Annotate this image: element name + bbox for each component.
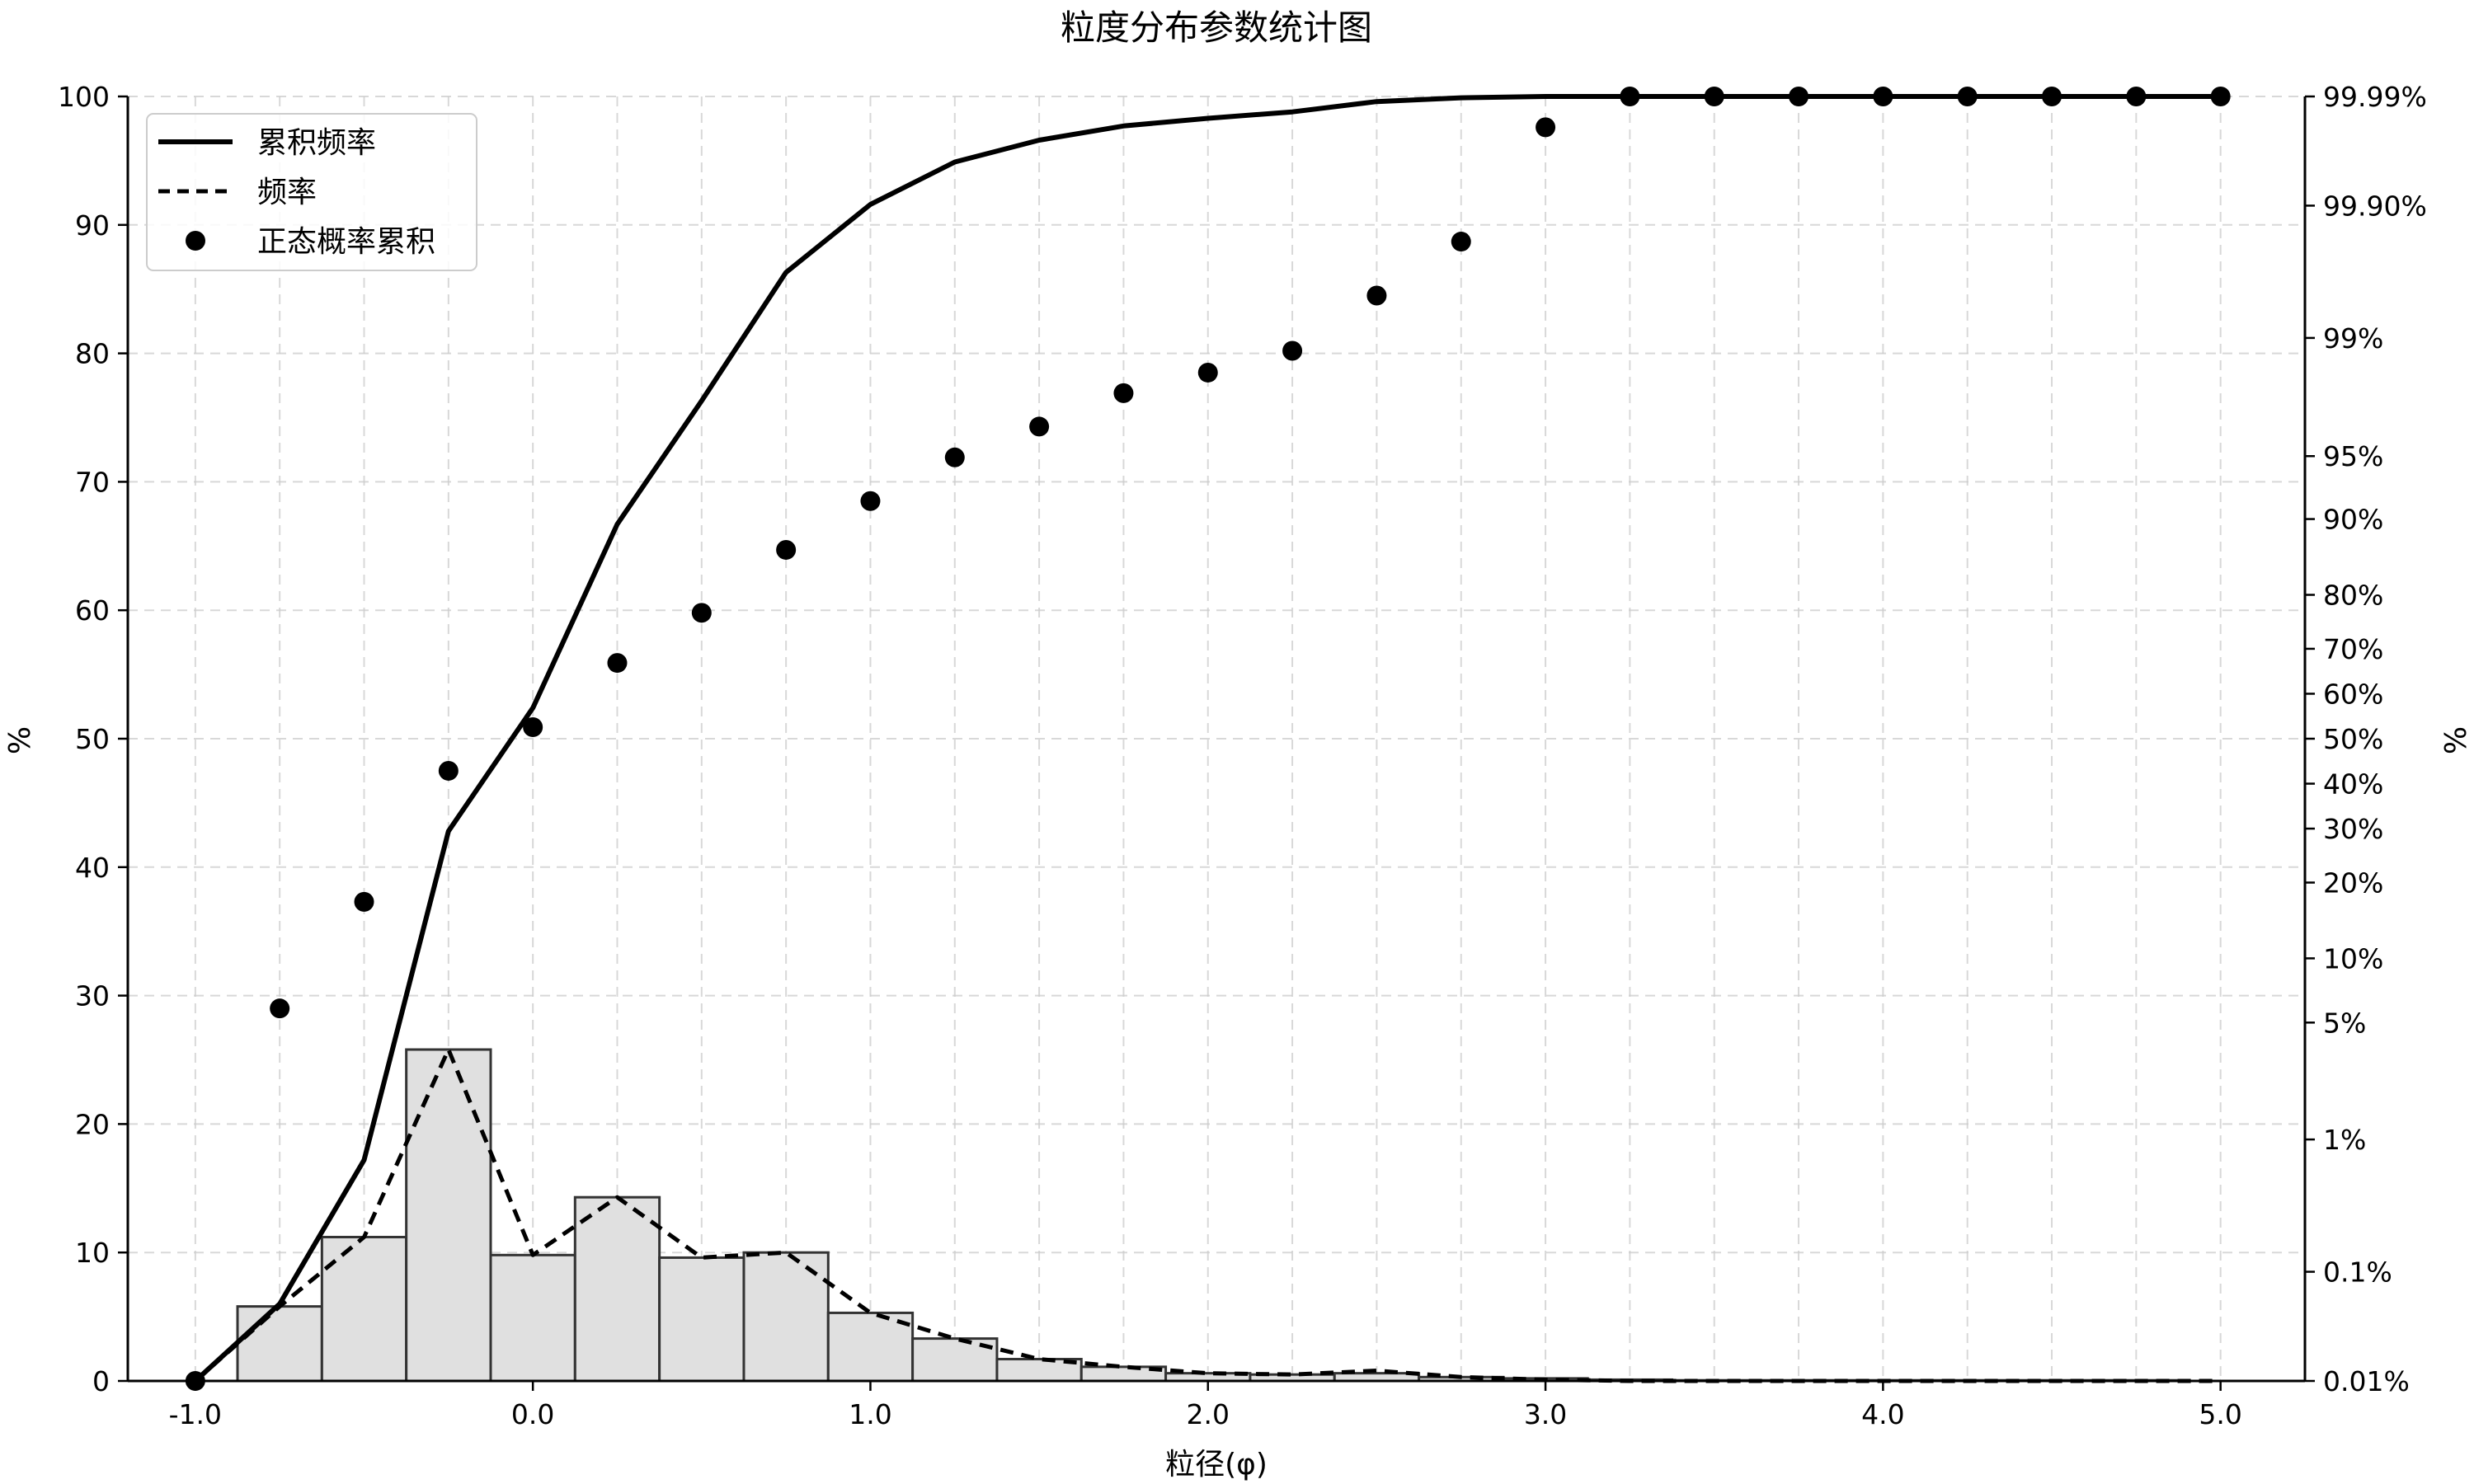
normal-probability-point	[944, 447, 965, 467]
histogram-bar	[658, 1256, 745, 1383]
y-tick-label: 60	[75, 594, 110, 627]
y2-tick-label: 0.1%	[2323, 1256, 2392, 1289]
chart-title: 粒度分布参数统计图	[1061, 7, 1372, 48]
y-tick-label: 20	[75, 1108, 110, 1140]
y-tick-label: 0	[92, 1365, 110, 1397]
normal-probability-point	[1282, 340, 1303, 361]
y2-tick-label: 20%	[2323, 866, 2383, 899]
x-tick-label: 0.0	[511, 1398, 554, 1430]
y2-tick-label: 5%	[2323, 1007, 2366, 1039]
normal-probability-point	[1704, 87, 1724, 106]
histogram-bar	[405, 1048, 492, 1383]
normal-probability-point	[270, 998, 290, 1019]
histogram-bar	[826, 1311, 915, 1383]
y2-axis-label: %	[2439, 726, 2473, 754]
normal-probability-point	[1029, 416, 1050, 437]
histogram-bar	[320, 1236, 408, 1383]
histogram-bar	[236, 1305, 323, 1383]
normal-probability-point	[438, 760, 459, 781]
y-tick-label: 40	[75, 852, 110, 884]
normal-probability-point	[523, 716, 543, 737]
legend-label-frequency: 频率	[257, 176, 317, 209]
axes	[118, 95, 2315, 1391]
y2-tick-label: 99.90%	[2323, 190, 2427, 222]
y2-tick-label: 90%	[2323, 504, 2383, 536]
y-tick-label: 80	[75, 338, 110, 370]
y2-tick-label: 60%	[2323, 678, 2383, 710]
y-tick-label: 10	[75, 1237, 110, 1269]
y-axis-label: %	[3, 726, 37, 754]
normal-probability-point	[2210, 87, 2231, 106]
legend-label-cumulative: 累积频率	[257, 126, 376, 160]
normal-probability-point	[607, 653, 628, 674]
normal-probability-point	[1451, 232, 1471, 252]
histogram-bars	[236, 1048, 2180, 1383]
normal-probability-point	[860, 491, 881, 511]
y2-tick-label: 30%	[2323, 813, 2383, 845]
y2-tick-label: 99.99%	[2323, 81, 2427, 113]
normal-probability-point	[1789, 87, 1809, 106]
y2-tick-label: 50%	[2323, 723, 2383, 755]
y2-tick-label: 10%	[2323, 942, 2383, 974]
normal-probability-point	[1197, 362, 1218, 383]
normal-probability-point	[1536, 117, 1556, 138]
normal-probability-point	[691, 603, 712, 623]
y2-tick-label: 0.01%	[2323, 1365, 2410, 1397]
x-tick-label: -1.0	[169, 1398, 222, 1430]
normal-probability-point	[1620, 87, 1640, 106]
histogram-bar	[573, 1195, 661, 1383]
y-tick-label: 100	[58, 81, 110, 113]
legend-label-normal: 正态概率累积	[257, 225, 435, 259]
normal-probability-point	[1113, 383, 1134, 403]
y2-tick-label: 1%	[2323, 1124, 2366, 1156]
x-tick-label: 4.0	[1861, 1398, 1904, 1430]
normal-probability-point	[2126, 87, 2147, 106]
tick-labels: -1.0 0.0 1.0 2.0 3.0 4.0 5.0 0 10 20 30 40 50 60 70 80 9…	[58, 81, 2427, 1430]
x-tick-label: 5.0	[2199, 1398, 2241, 1430]
y-tick-label: 50	[75, 723, 110, 755]
normal-probability-point	[1873, 87, 1893, 106]
y2-tick-label: 40%	[2323, 768, 2383, 801]
histogram-bar	[489, 1253, 576, 1383]
legend-swatch-normal	[186, 231, 205, 251]
x-tick-label: 3.0	[1524, 1398, 1567, 1430]
y2-tick-label: 70%	[2323, 633, 2383, 665]
normal-probability-point	[354, 891, 374, 912]
normal-probability-point	[776, 539, 797, 560]
x-tick-label: 1.0	[849, 1398, 891, 1430]
x-axis-label: 粒径(φ)	[1165, 1448, 1268, 1482]
normal-probability-point	[1366, 285, 1387, 306]
normal-probability-point	[1957, 87, 1978, 106]
legend: 累积频率 频率 正态概率累积	[146, 113, 477, 271]
y2-tick-label: 95%	[2323, 440, 2383, 472]
y2-tick-label: 99%	[2323, 322, 2383, 355]
y-tick-label: 30	[75, 980, 110, 1012]
y2-tick-label: 80%	[2323, 580, 2383, 612]
y-tick-label: 70	[75, 466, 110, 498]
normal-probability-markers	[185, 87, 2231, 1391]
y-tick-label: 90	[75, 209, 110, 242]
legend-box	[146, 113, 477, 271]
x-tick-label: 2.0	[1187, 1398, 1230, 1430]
normal-probability-point	[2042, 87, 2062, 106]
